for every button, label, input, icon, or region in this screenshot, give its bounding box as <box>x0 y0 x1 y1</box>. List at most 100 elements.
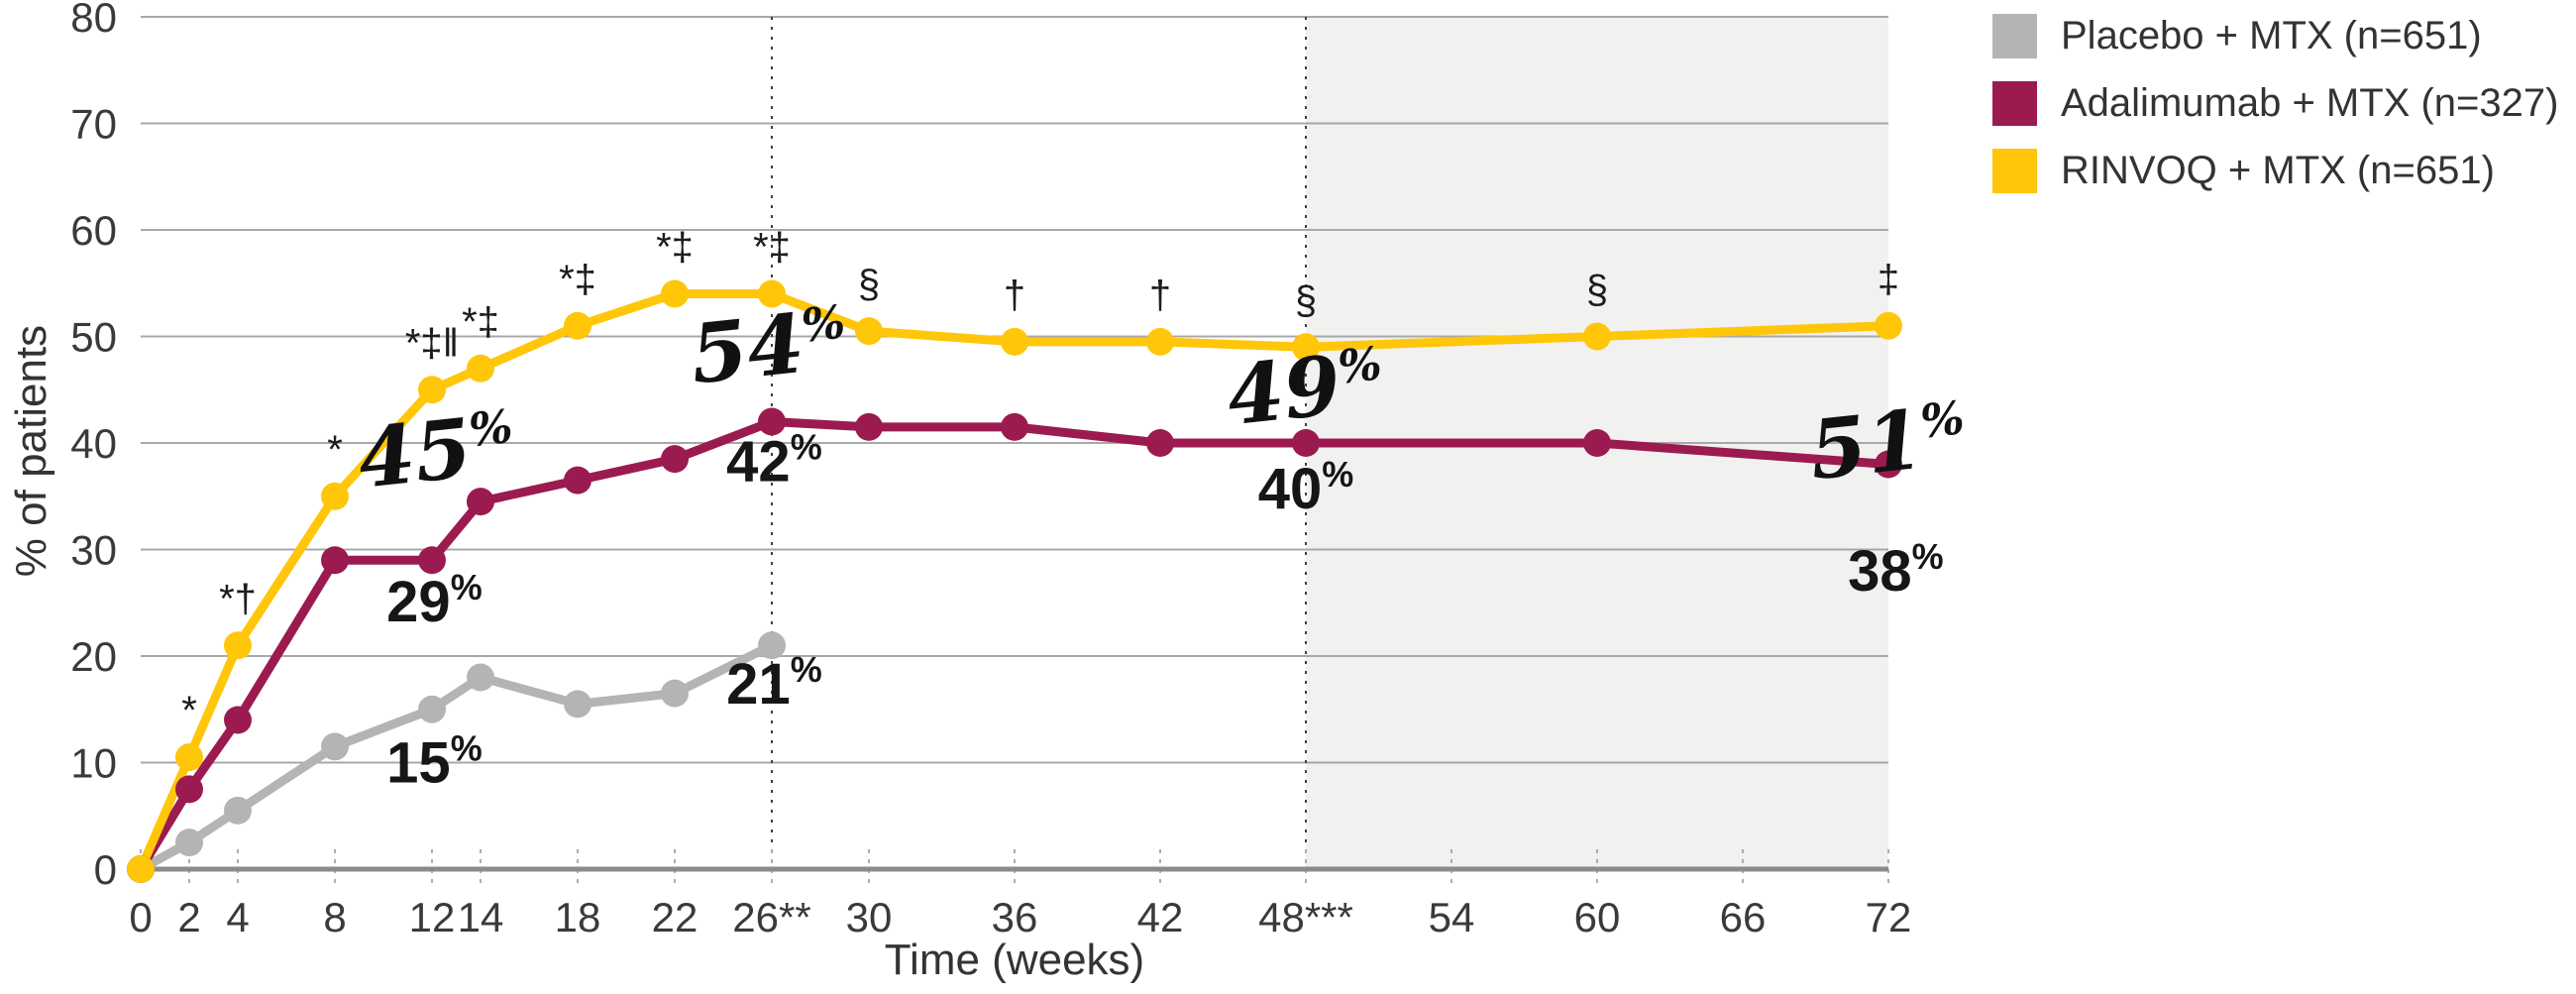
data-point-rinvoq-week-60 <box>1583 322 1611 351</box>
data-point-adalimumab-week-4 <box>224 706 252 734</box>
data-point-rinvoq-week-22 <box>661 279 689 308</box>
value-label-placebo-15: 15% <box>386 728 483 796</box>
data-point-rinvoq-week-36 <box>1001 327 1028 356</box>
data-point-adalimumab-week-22 <box>661 445 689 474</box>
significance-marker-week-8: * <box>327 428 343 472</box>
y-tick-label: 0 <box>94 846 117 893</box>
x-tick-label: 8 <box>323 894 346 940</box>
data-point-adalimumab-week-14 <box>467 488 494 516</box>
data-point-adalimumab-week-8 <box>321 546 349 575</box>
x-tick-label: 30 <box>846 894 893 940</box>
data-point-placebo-week-26 <box>758 631 786 660</box>
y-axis-title: % of patients <box>7 325 55 577</box>
value-label-adalimumab-29: 29% <box>386 567 483 634</box>
data-point-rinvoq-week-26 <box>758 279 786 308</box>
x-tick-label: 60 <box>1574 894 1621 940</box>
x-tick-label: 2 <box>177 894 200 940</box>
y-tick-label: 30 <box>70 527 117 574</box>
data-point-rinvoq-week-42 <box>1146 327 1174 356</box>
data-point-placebo-week-22 <box>661 679 689 708</box>
value-label-adalimumab-40: 40% <box>1258 454 1354 521</box>
data-point-rinvoq-week-8 <box>321 482 349 510</box>
x-tick-label: 48*** <box>1258 894 1353 940</box>
x-tick-label: 66 <box>1720 894 1767 940</box>
y-tick-label: 60 <box>70 207 117 254</box>
data-point-placebo-week-2 <box>175 828 203 857</box>
data-point-rinvoq-week-48 <box>1292 333 1320 362</box>
legend-item-placebo: Placebo + MTX (n=651) <box>1992 14 2558 58</box>
data-point-rinvoq-week-72 <box>1875 311 1902 340</box>
value-label-rinvoq-51: 51% <box>1805 387 1971 498</box>
data-point-placebo-week-12 <box>418 695 446 723</box>
data-point-placebo-week-8 <box>321 732 349 761</box>
x-tick-label: 4 <box>226 894 249 940</box>
data-point-rinvoq-week-0 <box>127 855 155 883</box>
y-tick-label: 20 <box>70 633 117 680</box>
data-point-placebo-week-18 <box>564 690 591 718</box>
data-point-rinvoq-week-12 <box>418 376 446 404</box>
data-point-adalimumab-week-18 <box>564 466 591 495</box>
value-label-placebo-21: 21% <box>726 649 822 717</box>
data-point-rinvoq-week-4 <box>224 631 252 660</box>
x-tick-label: 12 <box>409 894 456 940</box>
value-label-rinvoq-45: 45% <box>354 396 519 507</box>
x-axis-title: Time (weeks) <box>885 936 1144 984</box>
data-point-adalimumab-week-26 <box>758 407 786 436</box>
x-tick-label: 18 <box>555 894 601 940</box>
data-point-placebo-week-14 <box>467 663 494 692</box>
data-point-adalimumab-week-60 <box>1583 429 1611 457</box>
significance-marker-week-14: *‡ <box>462 300 499 344</box>
x-tick-label: 36 <box>992 894 1038 940</box>
legend-label-adalimumab: Adalimumab + MTX (n=327) <box>2061 81 2559 125</box>
significance-marker-week-36: † <box>1004 274 1025 317</box>
significance-marker-week-26: *‡ <box>753 226 791 270</box>
x-tick-label: 26** <box>732 894 810 940</box>
legend-swatch-rinvoq <box>1992 149 2037 193</box>
data-point-adalimumab-week-2 <box>175 775 203 804</box>
legend-swatch-placebo <box>1992 14 2037 58</box>
x-tick-label: 0 <box>129 894 152 940</box>
value-label-rinvoq-54: 54% <box>687 291 852 402</box>
data-point-adalimumab-week-30 <box>855 412 883 441</box>
significance-marker-week-60: § <box>1586 269 1608 312</box>
data-point-adalimumab-week-36 <box>1001 412 1028 441</box>
x-tick-label: 22 <box>652 894 698 940</box>
data-point-adalimumab-week-72 <box>1875 450 1902 479</box>
y-tick-label: 80 <box>70 0 117 41</box>
value-labels-layer: 15% 29% 45% 21% 42% 54% 40% 49% 38% 51% <box>354 291 1971 796</box>
significance-marker-week-18: *‡ <box>559 258 596 301</box>
legend: Placebo + MTX (n=651) Adalimumab + MTX (n… <box>1992 14 2558 193</box>
y-tick-label: 10 <box>70 740 117 787</box>
value-label-adalimumab-38: 38% <box>1848 536 1944 604</box>
x-tick-label: 14 <box>458 894 504 940</box>
legend-label-placebo: Placebo + MTX (n=651) <box>2061 14 2482 57</box>
significance-marker-week-12: *‡‖ <box>405 321 459 365</box>
data-point-placebo-week-4 <box>224 796 252 825</box>
y-tick-label: 50 <box>70 314 117 361</box>
significance-marker-week-22: *‡ <box>656 226 694 270</box>
data-point-rinvoq-week-18 <box>564 311 591 340</box>
data-point-rinvoq-week-14 <box>467 354 494 383</box>
significance-marker-week-2: * <box>181 689 197 732</box>
data-point-rinvoq-week-2 <box>175 743 203 772</box>
data-points-layer <box>127 279 1902 883</box>
y-tick-label: 70 <box>70 101 117 148</box>
significance-marker-week-48: § <box>1295 278 1317 322</box>
x-tick-label: 72 <box>1866 894 1912 940</box>
significance-marker-week-72: ‡ <box>1878 258 1899 301</box>
data-point-adalimumab-week-12 <box>418 546 446 575</box>
data-point-adalimumab-week-42 <box>1146 429 1174 457</box>
data-point-adalimumab-week-48 <box>1292 429 1320 457</box>
y-tick-label: 40 <box>70 420 117 467</box>
significance-marker-week-30: § <box>858 263 880 306</box>
value-label-rinvoq-49: 49% <box>1223 333 1388 444</box>
legend-label-rinvoq: RINVOQ + MTX (n=651) <box>2061 149 2495 192</box>
value-label-adalimumab-42: 42% <box>726 426 822 494</box>
significance-markers-layer: **†**‡‖ *‡*‡*‡ *‡§ † † § § ‡ <box>181 226 1899 733</box>
significance-marker-week-42: † <box>1149 274 1171 317</box>
significance-marker-week-4: *† <box>219 577 257 620</box>
x-tick-label: 42 <box>1137 894 1184 940</box>
legend-item-rinvoq: RINVOQ + MTX (n=651) <box>1992 149 2558 193</box>
